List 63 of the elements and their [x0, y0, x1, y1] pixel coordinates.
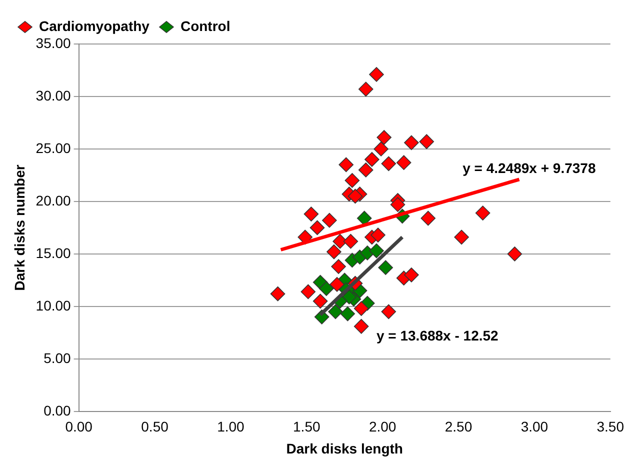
- point: [312, 294, 328, 309]
- y-tick-label: 30.00: [36, 87, 72, 104]
- point: [342, 290, 357, 304]
- point: [364, 152, 380, 167]
- point: [420, 210, 436, 226]
- y-tick-label: 20.00: [36, 192, 72, 208]
- point: [344, 173, 360, 188]
- point: [318, 281, 334, 296]
- x-tick-label: 0.50: [141, 418, 169, 435]
- point: [369, 67, 384, 82]
- x-axis-title: Dark disks length: [286, 440, 403, 456]
- point: [326, 244, 342, 260]
- point: [330, 276, 344, 292]
- point: [354, 318, 369, 334]
- point: [358, 162, 374, 178]
- point: [396, 155, 412, 170]
- x-tick-label: 2.00: [368, 418, 396, 435]
- point: [331, 259, 346, 274]
- point: [381, 156, 396, 172]
- y-tick-label: 0.00: [44, 402, 72, 418]
- x-tick-label: 3.50: [596, 418, 624, 435]
- point: [376, 130, 392, 145]
- point: [354, 301, 369, 316]
- point: [338, 157, 354, 172]
- y-tick-label: 35.00: [36, 34, 72, 51]
- point: [328, 304, 343, 320]
- point: [404, 268, 419, 282]
- point: [369, 243, 384, 258]
- point: [378, 260, 394, 275]
- annotation: y = 13.688x - 12.52: [376, 328, 499, 344]
- point: [300, 284, 316, 300]
- point: [454, 230, 469, 245]
- point: [390, 197, 406, 212]
- point: [381, 304, 396, 320]
- y-tick-label: 5.00: [44, 350, 72, 366]
- y-tick-label: 25.00: [36, 140, 72, 156]
- point: [507, 246, 522, 262]
- point: [348, 188, 363, 204]
- legend-label: Cardiomyopathy: [39, 18, 150, 34]
- point: [310, 220, 325, 236]
- point: [374, 142, 388, 156]
- point: [270, 286, 286, 302]
- point: [404, 135, 419, 150]
- point: [475, 206, 490, 220]
- legend-label: Control: [180, 18, 230, 34]
- annotation: y = 4.2489x + 9.7378: [462, 160, 596, 176]
- point: [340, 306, 356, 322]
- y-axis-title: Dark disks number: [11, 164, 28, 291]
- y-tick-label: 10.00: [36, 297, 72, 314]
- point: [343, 234, 358, 249]
- point: [370, 228, 386, 242]
- x-tick-label: 3.00: [520, 418, 548, 435]
- x-tick-label: 1.00: [217, 418, 245, 435]
- point: [322, 212, 337, 228]
- x-tick-label: 2.50: [444, 418, 472, 435]
- y-tick-label: 15.00: [36, 244, 72, 261]
- point: [332, 234, 348, 249]
- point: [356, 210, 372, 226]
- point: [419, 134, 434, 150]
- x-tick-label: 0.00: [65, 418, 93, 435]
- point: [358, 82, 374, 97]
- point: [304, 206, 319, 222]
- x-tick-label: 1.50: [293, 418, 320, 435]
